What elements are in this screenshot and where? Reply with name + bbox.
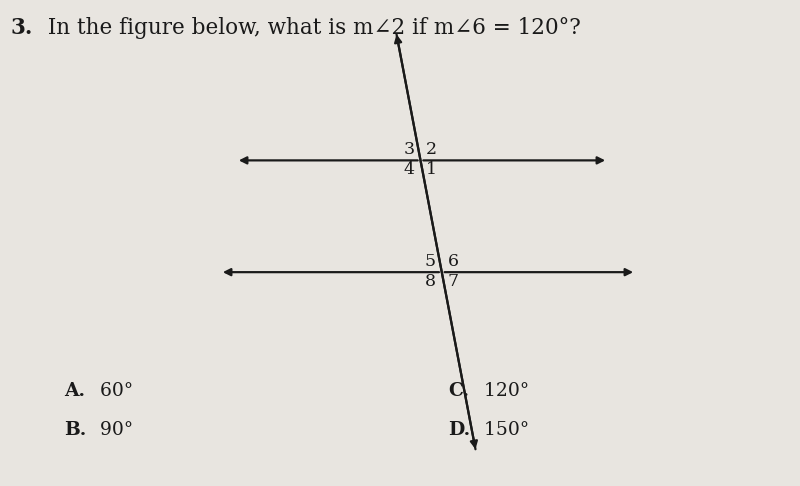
Text: 150°: 150° xyxy=(478,421,530,439)
Text: 60°: 60° xyxy=(94,382,134,400)
Text: 8: 8 xyxy=(425,273,436,290)
Text: D.: D. xyxy=(448,421,470,439)
Text: C.: C. xyxy=(448,382,469,400)
Text: 1: 1 xyxy=(426,161,438,178)
Text: 4: 4 xyxy=(404,161,414,178)
Text: 2: 2 xyxy=(426,141,438,158)
Text: 6: 6 xyxy=(447,253,458,270)
Text: 7: 7 xyxy=(447,273,458,290)
Text: B.: B. xyxy=(64,421,86,439)
Text: In the figure below, what is m∠2 if m∠6 = 120°?: In the figure below, what is m∠2 if m∠6 … xyxy=(41,17,581,39)
Text: 5: 5 xyxy=(425,253,436,270)
Text: 3.: 3. xyxy=(10,17,33,39)
Text: A.: A. xyxy=(64,382,85,400)
Text: 3: 3 xyxy=(404,141,414,158)
Text: 120°: 120° xyxy=(478,382,530,400)
Text: 90°: 90° xyxy=(94,421,134,439)
